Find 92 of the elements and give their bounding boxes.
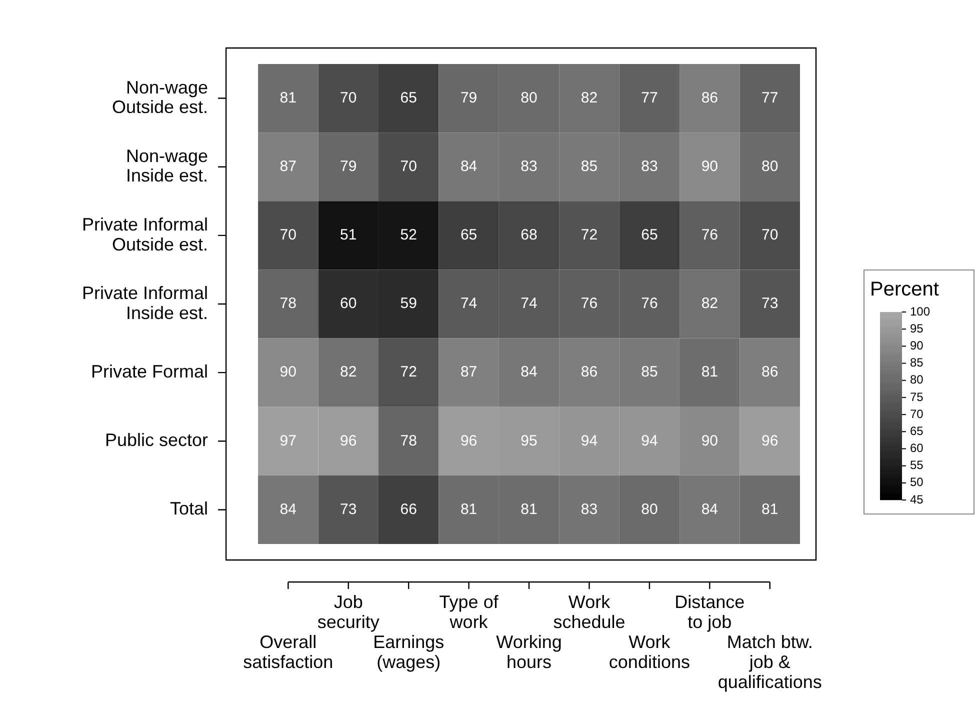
data-label: 90 — [280, 364, 296, 381]
data-label: 83 — [641, 158, 658, 175]
data-label: 60 — [340, 295, 357, 312]
y-tick-label: Private Informal Outside est. — [82, 214, 208, 254]
x-tick-label: Overall satisfaction — [243, 632, 334, 672]
y-tick-label: Private Informal Inside est. — [82, 283, 208, 323]
data-label: 94 — [580, 432, 598, 450]
data-label: 65 — [641, 226, 658, 244]
data-label: 77 — [762, 89, 778, 106]
data-label: 78 — [400, 432, 417, 450]
data-label: 66 — [400, 500, 417, 518]
x-tick-label: Type of work — [439, 592, 500, 632]
color-bar-label: 60 — [910, 441, 924, 456]
color-bar-label: 80 — [910, 372, 924, 387]
data-label: 52 — [400, 226, 417, 244]
color-bar-label: 70 — [910, 406, 924, 421]
data-label: 73 — [762, 295, 778, 312]
data-label: 84 — [280, 500, 296, 518]
data-label: 74 — [520, 295, 538, 312]
data-label: 85 — [641, 364, 658, 381]
data-label: 65 — [460, 226, 478, 244]
data-label: 65 — [400, 89, 417, 106]
data-label: 59 — [400, 295, 417, 312]
x-tick-label: Work schedule — [553, 592, 626, 632]
y-tick-label: Non-wage Inside est. — [126, 146, 208, 186]
data-label: 70 — [762, 226, 778, 244]
color-bar-label: 100 — [910, 304, 930, 318]
color-bar-label: 95 — [910, 321, 924, 336]
data-label: 70 — [340, 89, 357, 106]
data-label: 80 — [520, 89, 538, 106]
data-label: 87 — [460, 364, 478, 381]
data-label: 80 — [641, 500, 658, 518]
y-tick-label: Total — [170, 498, 208, 519]
x-tick-label: Distance to job — [674, 592, 745, 632]
data-label: 73 — [340, 500, 357, 518]
data-label: 80 — [762, 158, 778, 175]
data-label: 90 — [701, 432, 718, 450]
data-label: 76 — [641, 295, 658, 312]
data-label: 86 — [762, 364, 778, 381]
data-label: 84 — [520, 364, 538, 381]
data-label: 82 — [340, 364, 357, 381]
data-label: 82 — [580, 89, 598, 106]
x-tick-label: Working hours — [496, 632, 562, 672]
data-label: 95 — [520, 432, 538, 450]
color-bar-label: 50 — [910, 475, 924, 490]
data-label: 70 — [400, 158, 417, 175]
data-label: 83 — [580, 500, 598, 518]
data-label: 79 — [340, 158, 357, 175]
data-label: 76 — [701, 226, 718, 244]
data-label: 81 — [701, 364, 718, 381]
data-label: 78 — [280, 295, 296, 312]
color-bar-label: 45 — [910, 492, 924, 506]
data-label: 68 — [520, 226, 538, 244]
data-label: 97 — [280, 432, 296, 450]
data-label: 84 — [701, 500, 718, 518]
x-tick-label: Job security — [317, 592, 380, 632]
data-label: 96 — [762, 432, 778, 450]
color-bar-label: 90 — [910, 338, 924, 352]
data-label: 74 — [460, 295, 478, 312]
x-tick-label: Work conditions — [608, 632, 690, 672]
data-label: 85 — [580, 158, 598, 175]
x-tick-label: Match btw. job & qualifications — [718, 632, 822, 692]
y-tick-label: Non-wage Outside est. — [112, 77, 208, 118]
x-tick-label: Earnings (wages) — [373, 632, 444, 672]
color-bar-label: 55 — [910, 458, 924, 472]
data-label: 72 — [580, 226, 598, 244]
data-label: 81 — [762, 500, 778, 518]
data-label: 96 — [460, 432, 478, 450]
color-bar-title: Percent — [870, 278, 940, 301]
data-label: 81 — [280, 89, 296, 106]
data-label: 82 — [701, 295, 718, 312]
data-label: 81 — [520, 500, 538, 518]
data-label: 81 — [460, 500, 478, 518]
color-bar-label: 65 — [910, 424, 924, 438]
data-label: 76 — [580, 295, 598, 312]
data-label: 83 — [520, 158, 538, 175]
data-label: 86 — [701, 89, 718, 106]
data-label: 79 — [460, 89, 478, 106]
color-bar-label: 85 — [910, 356, 924, 370]
y-tick-label: Public sector — [104, 430, 208, 450]
data-label: 84 — [460, 158, 478, 175]
data-label: 94 — [641, 432, 658, 450]
color-bar-label: 75 — [910, 390, 924, 404]
y-tick-label: Private Formal — [91, 362, 208, 382]
data-label: 70 — [280, 226, 296, 244]
data-label: 87 — [280, 158, 296, 175]
data-label: 51 — [340, 226, 357, 244]
data-label: 77 — [641, 89, 658, 106]
data-label: 90 — [701, 158, 718, 175]
data-label: 96 — [340, 432, 357, 450]
data-label: 86 — [580, 364, 598, 381]
data-label: 72 — [400, 364, 417, 381]
